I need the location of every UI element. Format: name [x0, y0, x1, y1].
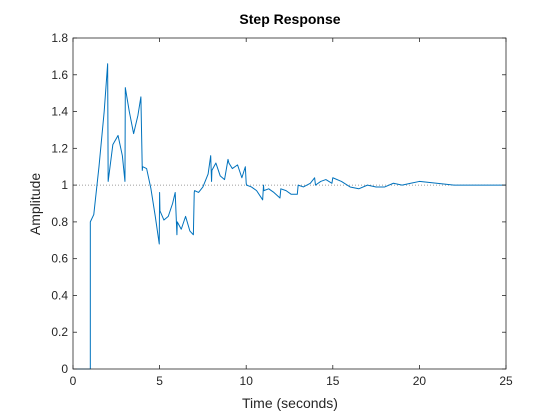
- y-tick-label: 0.6: [51, 252, 68, 266]
- y-tick-label: 1.8: [51, 31, 68, 45]
- y-axis-label: Amplitude: [27, 173, 43, 235]
- y-tick-label: 1.4: [51, 105, 68, 119]
- plot-background: [73, 38, 506, 369]
- y-tick-label: 1: [61, 178, 68, 192]
- y-tick-label: 1.2: [51, 141, 68, 155]
- x-tick-label: 20: [413, 374, 427, 388]
- x-tick-label: 25: [499, 374, 513, 388]
- x-axis-label: Time (seconds): [242, 395, 338, 411]
- x-tick-label: 15: [326, 374, 340, 388]
- y-tick-label: 0.4: [51, 288, 68, 302]
- y-tick-label: 0.2: [51, 325, 68, 339]
- x-tick-label: 5: [156, 374, 163, 388]
- y-tick-label: 0: [61, 362, 68, 376]
- plot-area: 0 5 10 15 20 25 0 0.2 0.4 0.6 0.8 1 1.2 1.4 1.6 1.8: [51, 31, 513, 388]
- y-tick-label: 1.6: [51, 68, 68, 82]
- x-tick-label: 0: [70, 374, 77, 388]
- y-tick-label: 0.8: [51, 215, 68, 229]
- chart-title: Step Response: [239, 11, 340, 27]
- x-tick-label: 10: [240, 374, 254, 388]
- axes-box: [72, 37, 507, 370]
- series-line-0: [73, 63, 506, 370]
